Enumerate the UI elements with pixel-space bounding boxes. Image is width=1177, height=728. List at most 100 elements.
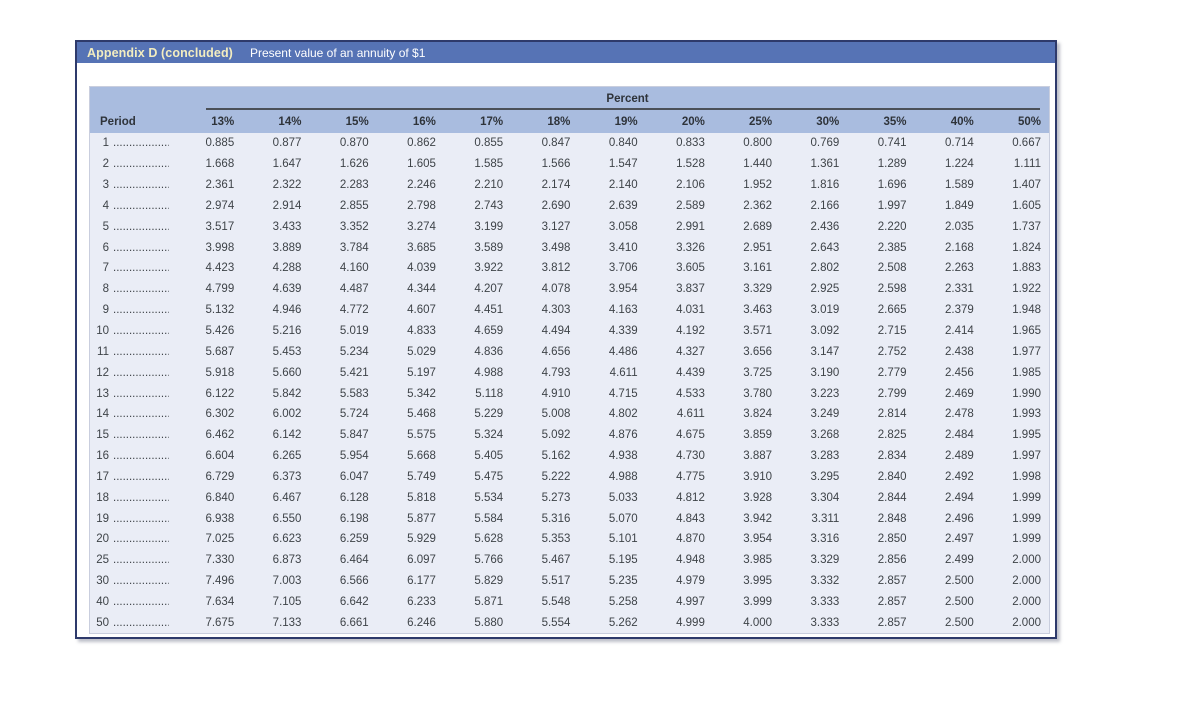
value-cell: 5.262 <box>608 616 638 629</box>
value-cell: 6.142 <box>272 429 302 442</box>
value-cell: 3.326 <box>676 241 705 254</box>
value-cell: 6.566 <box>339 575 369 588</box>
value-cell: 2.492 <box>944 470 974 483</box>
value-cell: 4.486 <box>608 345 638 358</box>
value-cell: 3.998 <box>205 241 235 254</box>
value-cell: 5.842 <box>272 387 302 400</box>
value-cell: 5.405 <box>474 450 504 463</box>
value-cell: 5.724 <box>339 408 369 421</box>
period-cell: 25 <box>90 554 175 566</box>
value-cell: 3.824 <box>743 408 773 421</box>
leader-dots <box>113 304 169 316</box>
value-cell: 1.737 <box>1012 220 1041 233</box>
period-cell: 5 <box>90 221 175 233</box>
column-header: 20% <box>681 115 705 128</box>
value-cell: 3.329 <box>743 283 773 296</box>
value-cell: 4.031 <box>676 304 705 317</box>
value-cell: 3.954 <box>608 283 638 296</box>
period-cell: 2 <box>90 158 175 170</box>
value-cell: 4.948 <box>676 554 705 567</box>
column-header: 15% <box>345 115 369 128</box>
period-number: 10 <box>96 325 109 338</box>
value-cell: 0.862 <box>407 137 436 150</box>
value-cell: 3.784 <box>339 241 369 254</box>
period-cell: 19 <box>90 513 175 525</box>
period-cell: 4 <box>90 200 175 212</box>
value-cell: 1.849 <box>944 199 974 212</box>
value-cell: 3.092 <box>810 325 840 338</box>
value-cell: 2.361 <box>205 179 235 192</box>
table-row: 10 5.426 5.216 5.019 4.833 4.659 4.494 4.339 4.1… <box>90 321 1049 342</box>
value-cell: 0.714 <box>944 137 974 150</box>
value-cell: 6.550 <box>272 512 302 525</box>
value-cell: 4.611 <box>609 366 638 379</box>
value-cell: 3.463 <box>743 304 773 317</box>
value-cell: 5.575 <box>407 429 436 442</box>
value-cell: 3.332 <box>810 575 840 588</box>
value-cell: 6.467 <box>272 491 302 504</box>
period-header: Period <box>100 115 136 128</box>
value-cell: 2.991 <box>676 220 705 233</box>
period-cell: 1 <box>90 137 175 149</box>
value-cell: 6.002 <box>272 408 302 421</box>
value-cell: 1.824 <box>1012 241 1041 254</box>
value-cell: 6.097 <box>407 554 436 567</box>
value-cell: 6.128 <box>339 491 369 504</box>
value-cell: 5.019 <box>339 325 369 338</box>
value-cell: 3.304 <box>810 491 840 504</box>
value-cell: 1.585 <box>474 158 504 171</box>
value-cell: 3.928 <box>743 491 773 504</box>
table-row: 12 5.918 5.660 5.421 5.197 4.988 4.793 4.611 4.4… <box>90 362 1049 383</box>
value-cell: 5.829 <box>474 575 504 588</box>
value-cell: 4.344 <box>407 283 436 296</box>
column-header: 25% <box>749 115 773 128</box>
value-cell: 3.685 <box>407 241 436 254</box>
value-cell: 1.816 <box>810 179 840 192</box>
leader-dots <box>113 242 169 254</box>
value-cell: 2.497 <box>944 533 974 546</box>
value-cell: 0.833 <box>676 137 705 150</box>
period-number: 20 <box>96 533 109 546</box>
period-number: 40 <box>96 595 109 608</box>
value-cell: 5.660 <box>272 366 302 379</box>
leader-dots <box>113 408 169 420</box>
value-cell: 4.812 <box>676 491 705 504</box>
value-cell: 5.880 <box>474 616 504 629</box>
value-cell: 3.999 <box>743 595 773 608</box>
value-cell: 3.812 <box>541 262 571 275</box>
value-cell: 5.421 <box>339 366 369 379</box>
value-cell: 2.974 <box>205 199 235 212</box>
value-cell: 1.995 <box>1012 429 1041 442</box>
period-number: 3 <box>102 179 109 192</box>
value-cell: 0.870 <box>339 137 369 150</box>
value-cell: 4.836 <box>474 345 504 358</box>
value-cell: 2.814 <box>877 408 907 421</box>
value-cell: 1.965 <box>1012 325 1041 338</box>
value-cell: 3.605 <box>676 262 705 275</box>
value-cell: 2.000 <box>1012 616 1041 629</box>
value-cell: 2.174 <box>541 179 571 192</box>
value-cell: 4.163 <box>608 304 638 317</box>
value-cell: 4.494 <box>541 325 571 338</box>
value-cell: 4.339 <box>608 325 638 338</box>
value-cell: 1.993 <box>1012 408 1041 421</box>
table-row: 20 7.025 6.623 6.259 5.929 5.628 5.353 5.101 4.8… <box>90 529 1049 550</box>
value-cell: 3.985 <box>743 554 773 567</box>
value-cell: 6.623 <box>272 533 302 546</box>
table-row: 40 7.634 7.105 6.642 6.233 5.871 5.548 5.258 4.9… <box>90 592 1049 613</box>
value-cell: 6.873 <box>272 554 302 567</box>
column-header: 35% <box>883 115 907 128</box>
value-cell: 2.848 <box>877 512 907 525</box>
value-cell: 7.133 <box>272 616 302 629</box>
table-row: 8 4.799 4.639 4.487 4.344 4.207 4.078 3.954 3.83… <box>90 279 1049 300</box>
column-header: 13% <box>211 115 235 128</box>
table-row: 4 2.974 2.914 2.855 2.798 2.743 2.690 2.639 2.58… <box>90 196 1049 217</box>
value-cell: 1.696 <box>877 179 907 192</box>
leader-dots <box>113 262 169 274</box>
value-cell: 6.177 <box>407 575 436 588</box>
period-number: 18 <box>96 491 109 504</box>
value-cell: 2.639 <box>608 199 638 212</box>
value-cell: 6.122 <box>205 387 235 400</box>
value-cell: 3.410 <box>608 241 638 254</box>
column-header: 18% <box>547 115 571 128</box>
